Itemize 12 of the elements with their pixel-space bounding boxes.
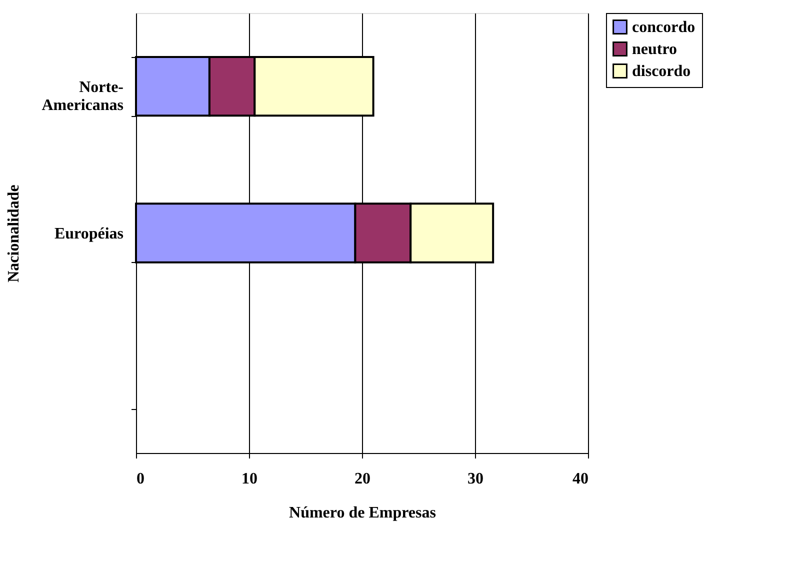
x-tick-label: 0 [136, 470, 144, 488]
x-tick-label: 10 [242, 470, 258, 488]
x-axis-title: Número de Empresas [289, 504, 436, 522]
legend-label: concordo [632, 19, 696, 36]
legend-label: discordo [632, 63, 691, 80]
y-axis-title: Nacionalidade [6, 184, 23, 282]
legend-label: neutro [632, 41, 678, 58]
y-tick-label: Norte-Americanas [42, 78, 124, 114]
x-tick-label: 30 [468, 470, 484, 488]
x-tick-label: 40 [572, 470, 588, 488]
y-tick-label: Européias [54, 226, 124, 242]
x-tick-label: 20 [354, 470, 370, 488]
